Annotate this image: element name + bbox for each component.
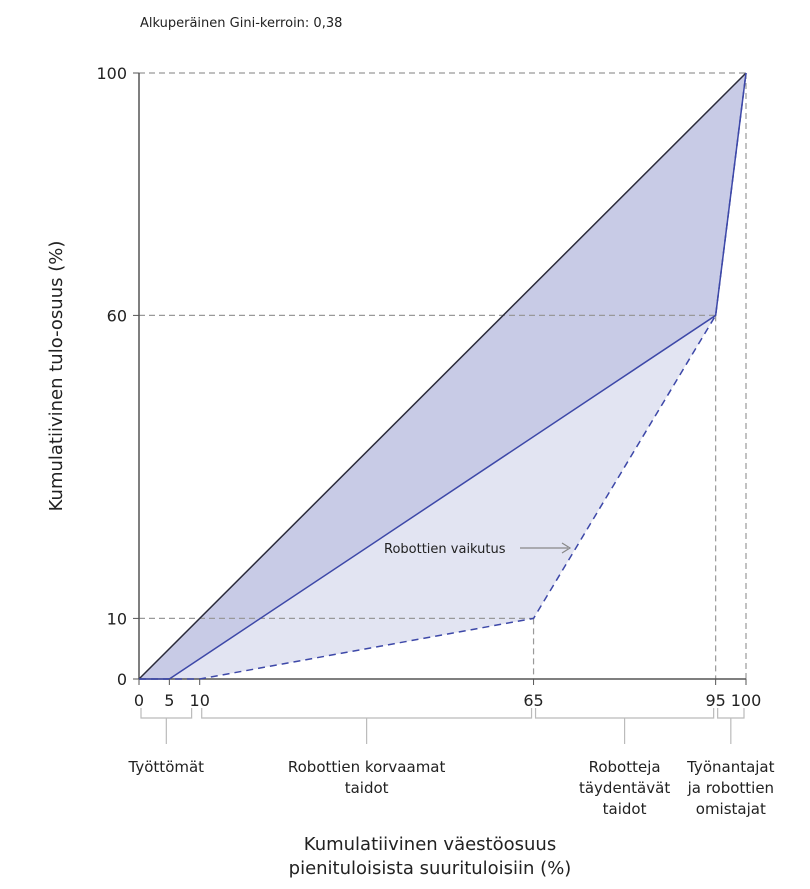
series-line-0 xyxy=(138,72,747,680)
group-label-2: Robotteja xyxy=(589,758,661,776)
group-label-3: Työnantajat xyxy=(686,758,775,776)
x-tick-label: 0 xyxy=(134,691,144,710)
annotation-arrowhead xyxy=(561,542,572,554)
group-label-3: ja robottien xyxy=(687,779,775,797)
group-bracket xyxy=(534,708,715,719)
group-label-1: Robottien korvaamat xyxy=(288,758,446,776)
x-tick-label: 10 xyxy=(190,691,210,710)
series-line-2 xyxy=(139,72,747,680)
y-tick-label: 10 xyxy=(107,609,127,628)
x-tick-label: 5 xyxy=(164,691,174,710)
x-tick-label: 95 xyxy=(705,691,725,710)
y-axis-label: Kumulatiivinen tulo-osuus (%) xyxy=(46,241,67,512)
group-label-3: omistajat xyxy=(696,800,766,818)
x-axis-label: Kumulatiivinen väestöosuus xyxy=(304,834,556,855)
group-label-0: Työttömät xyxy=(128,758,205,776)
robot-effect-area xyxy=(139,73,746,679)
annotation-label: Robottien vaikutus xyxy=(384,542,506,557)
y-tick-label: 60 xyxy=(107,306,127,325)
group-label-1: taidot xyxy=(345,779,389,797)
group-bracket xyxy=(201,708,533,719)
group-label-2: taidot xyxy=(603,800,647,818)
chart-subtitle: Alkuperäinen Gini-kerroin: 0,38 xyxy=(140,16,342,31)
y-tick-label: 100 xyxy=(96,64,127,83)
x-tick-label: 65 xyxy=(523,691,543,710)
x-tick-label: 100 xyxy=(731,691,762,710)
x-axis-label: pienituloisista suurituloisiin (%) xyxy=(289,858,572,879)
y-tick-label: 0 xyxy=(117,670,127,689)
group-label-2: täydentävät xyxy=(579,779,670,797)
